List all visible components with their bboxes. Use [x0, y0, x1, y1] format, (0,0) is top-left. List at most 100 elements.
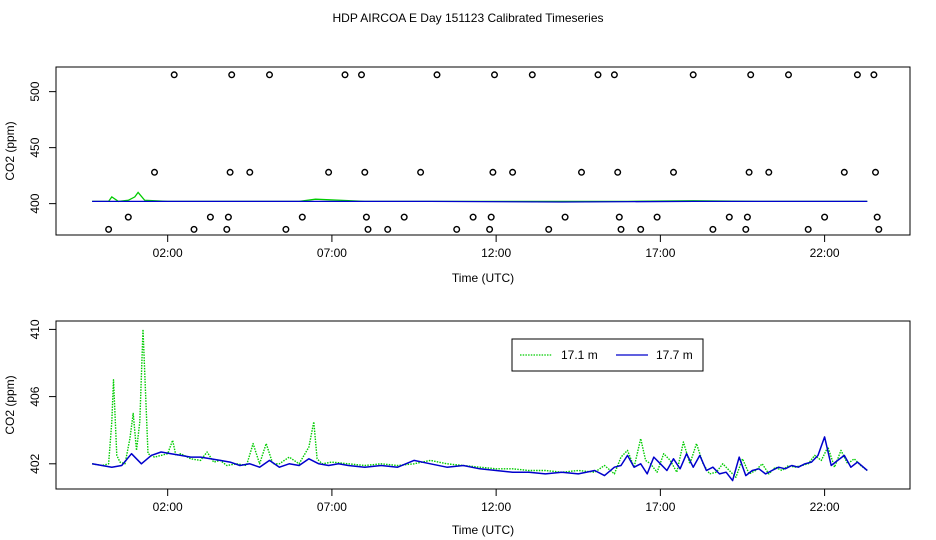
calibration-point	[785, 71, 793, 79]
top-plot-frame	[55, 66, 911, 236]
calibration-point	[873, 213, 881, 221]
top-y-axis-label: CO2 (ppm)	[3, 121, 17, 180]
legend-label-17-7-m: 17.7 m	[656, 348, 693, 362]
top-series-line-0	[92, 191, 868, 203]
calibration-point	[341, 71, 349, 79]
calibration-point	[689, 71, 697, 79]
y-tick-label: 500	[28, 81, 42, 101]
y-tick-label: 410	[28, 319, 42, 339]
top-y-axis: 400 450 500	[28, 81, 56, 214]
calibration-point	[610, 71, 618, 79]
top-series-line-1	[92, 200, 868, 203]
calibration-point	[325, 168, 333, 176]
x-tick-label: 07:00	[317, 500, 347, 514]
calibration-point	[870, 71, 878, 79]
series-line-17-7-m	[91, 436, 868, 482]
calibration-point	[226, 168, 234, 176]
x-tick-label: 22:00	[810, 500, 840, 514]
top-panel: 02:00 07:00 12:00 17:00 22:00 400 450 500 Time…	[3, 66, 911, 285]
top-calibration-points	[105, 71, 883, 233]
legend-label-17-1-m: 17.1 m	[561, 348, 598, 362]
top-x-axis-label: Time (UTC)	[452, 271, 514, 285]
calibration-point	[615, 213, 623, 221]
series-line-17-1-m	[91, 328, 868, 478]
x-tick-label: 22:00	[810, 246, 840, 260]
x-tick-label: 12:00	[481, 500, 511, 514]
calibration-point	[487, 213, 495, 221]
calibration-point	[637, 225, 645, 233]
calibration-point	[417, 168, 425, 176]
calibration-point	[384, 225, 392, 233]
calibration-point	[489, 168, 497, 176]
calibration-point	[545, 225, 553, 233]
calibration-point	[614, 168, 622, 176]
calibration-point	[223, 225, 231, 233]
bottom-panel: 02:00 07:00 12:00 17:00 22:00 402 406 410 Time…	[3, 319, 911, 537]
calibration-point	[594, 71, 602, 79]
x-tick-label: 17:00	[645, 500, 675, 514]
y-tick-label: 402	[28, 453, 42, 473]
calibration-point	[358, 71, 366, 79]
calibration-point	[246, 168, 254, 176]
calibration-point	[266, 71, 274, 79]
calibration-point	[362, 213, 370, 221]
calibration-point	[282, 225, 290, 233]
calibration-point	[228, 71, 236, 79]
x-tick-label: 17:00	[645, 246, 675, 260]
calibration-point	[453, 225, 461, 233]
calibration-point	[433, 71, 441, 79]
calibration-point	[486, 225, 494, 233]
calibration-point	[709, 225, 717, 233]
calibration-point	[578, 168, 586, 176]
legend-box	[511, 338, 704, 372]
calibration-point	[821, 213, 829, 221]
y-tick-label: 450	[28, 137, 42, 157]
bottom-series-group	[91, 328, 868, 482]
calibration-point	[653, 213, 661, 221]
calibration-point	[105, 225, 113, 233]
bottom-y-axis-label: CO2 (ppm)	[3, 375, 17, 434]
bottom-y-axis: 402 406 410	[28, 319, 56, 474]
calibration-point	[361, 168, 369, 176]
calibration-point	[509, 168, 517, 176]
y-tick-label: 400	[28, 193, 42, 213]
calibration-point	[872, 168, 880, 176]
calibration-point	[190, 225, 198, 233]
bottom-x-axis-label: Time (UTC)	[452, 523, 514, 537]
calibration-point	[617, 225, 625, 233]
calibration-point	[469, 213, 477, 221]
calibration-point	[364, 225, 372, 233]
calibration-point	[742, 225, 750, 233]
calibration-point	[853, 71, 861, 79]
top-series-group	[92, 191, 868, 203]
calibration-point	[206, 213, 214, 221]
x-tick-label: 02:00	[153, 246, 183, 260]
legend: 17.1 m 17.7 m	[511, 338, 704, 372]
bottom-plot-frame	[55, 320, 911, 490]
bottom-x-axis: 02:00 07:00 12:00 17:00 22:00	[153, 489, 840, 514]
calibration-point	[224, 213, 232, 221]
calibration-point	[170, 71, 178, 79]
calibration-point	[670, 168, 678, 176]
x-tick-label: 12:00	[481, 246, 511, 260]
top-x-axis: 02:00 07:00 12:00 17:00 22:00	[153, 235, 840, 260]
calibration-point	[528, 71, 536, 79]
x-tick-label: 02:00	[153, 500, 183, 514]
calibration-point	[804, 225, 812, 233]
calibration-point	[400, 213, 408, 221]
calibration-point	[747, 71, 755, 79]
calibration-point	[124, 213, 132, 221]
calibration-point	[491, 71, 499, 79]
calibration-point	[875, 225, 883, 233]
chart-title: HDP AIRCOA E Day 151123 Calibrated Times…	[332, 11, 603, 25]
calibration-point	[298, 213, 306, 221]
y-tick-label: 406	[28, 386, 42, 406]
calibration-point	[725, 213, 733, 221]
calibration-point	[765, 168, 773, 176]
x-tick-label: 07:00	[317, 246, 347, 260]
calibration-point	[745, 168, 753, 176]
calibration-point	[840, 168, 848, 176]
calibration-point	[150, 168, 158, 176]
calibration-point	[561, 213, 569, 221]
